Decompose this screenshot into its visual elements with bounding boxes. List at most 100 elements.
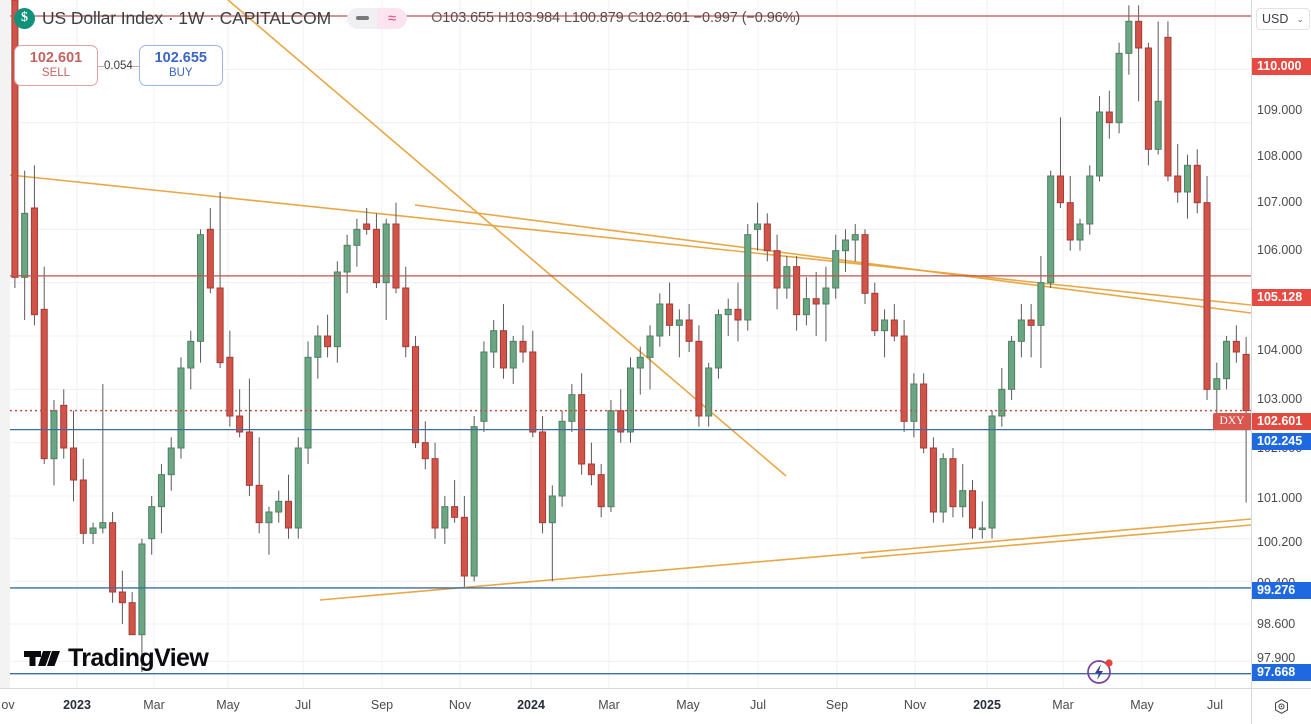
price-overlay-lines[interactable] bbox=[10, 15, 1251, 675]
candle bbox=[793, 266, 801, 316]
candle bbox=[587, 463, 595, 476]
candle bbox=[763, 223, 771, 252]
candle bbox=[695, 340, 703, 417]
trendline-upper-descending bbox=[9, 174, 1251, 306]
candle bbox=[1086, 175, 1094, 225]
candle bbox=[666, 303, 674, 326]
candle bbox=[607, 410, 615, 508]
currency-selector[interactable]: USD ⌄ bbox=[1256, 8, 1310, 30]
chevron-down-icon: ⌄ bbox=[1296, 13, 1304, 24]
time-tick-label: Nov bbox=[903, 698, 927, 712]
candle bbox=[1223, 340, 1231, 380]
trendline-steep-descending bbox=[227, 0, 787, 477]
candle bbox=[324, 335, 332, 348]
candle bbox=[705, 367, 713, 417]
time-axis[interactable]: ov 2023 Mar May Jul Sep Nov 2024 Mar May Jul Sep Nov… bbox=[0, 688, 1311, 724]
candle bbox=[929, 447, 937, 513]
candle bbox=[744, 234, 752, 321]
price-badge[interactable]: 99.276 bbox=[1252, 581, 1311, 599]
price-badge[interactable]: 110.000 bbox=[1252, 57, 1311, 75]
candle bbox=[822, 287, 830, 305]
candle bbox=[372, 228, 380, 284]
sell-button[interactable]: 102.601 SELL bbox=[14, 45, 98, 86]
candle bbox=[470, 426, 478, 577]
time-tick-label: May bbox=[216, 698, 240, 712]
time-tick-label: Sep bbox=[370, 698, 394, 712]
candle bbox=[21, 212, 29, 278]
price-badge[interactable]: 102.245 bbox=[1252, 432, 1311, 450]
currency-label: USD bbox=[1262, 12, 1289, 26]
trendlines[interactable] bbox=[9, 0, 1251, 601]
candle bbox=[1164, 36, 1172, 177]
sell-price: 102.601 bbox=[29, 50, 83, 67]
candle bbox=[402, 287, 410, 348]
candle bbox=[363, 223, 371, 230]
time-tick-label: Nov bbox=[448, 698, 472, 712]
price-tick-label: 106.000 bbox=[1257, 243, 1303, 257]
price-badge[interactable]: 105.128 bbox=[1252, 288, 1311, 306]
candle bbox=[40, 308, 48, 460]
candle bbox=[998, 388, 1006, 417]
candle bbox=[597, 474, 605, 508]
price-badge[interactable]: 102.601 bbox=[1252, 412, 1311, 430]
candle bbox=[1213, 378, 1221, 390]
candle bbox=[1203, 202, 1211, 390]
lightning-alert-glyph bbox=[1087, 659, 1113, 684]
candle bbox=[949, 458, 957, 508]
candle bbox=[128, 602, 136, 636]
candle bbox=[558, 420, 566, 497]
candle bbox=[411, 346, 420, 444]
candle bbox=[724, 308, 732, 316]
time-tick-label: May bbox=[676, 698, 700, 712]
notification-dot-icon bbox=[1105, 659, 1113, 667]
vertical-gridlines bbox=[76, 0, 1216, 688]
candle bbox=[177, 367, 185, 449]
timezone-settings-icon[interactable] bbox=[1251, 689, 1311, 724]
candle bbox=[548, 495, 556, 524]
chart-plot-area[interactable] bbox=[0, 0, 1251, 688]
candle bbox=[1105, 111, 1113, 124]
time-tick-label: Mar bbox=[1052, 698, 1074, 712]
candle bbox=[1242, 353, 1250, 412]
candle bbox=[294, 447, 302, 529]
candle bbox=[783, 266, 791, 289]
time-tick-label: May bbox=[1130, 698, 1154, 712]
lightning-alert-icon[interactable] bbox=[1086, 656, 1115, 685]
buy-sell-widget[interactable]: 102.601 SELL 0.054 102.655 BUY bbox=[14, 45, 223, 86]
candle bbox=[754, 223, 762, 230]
left-gutter bbox=[0, 0, 10, 688]
price-axis[interactable]: USD ⌄ 110.000 109.000 108.000 107.000 106.00… bbox=[1251, 0, 1311, 688]
candle bbox=[675, 319, 683, 326]
candle bbox=[490, 330, 498, 353]
candle bbox=[255, 484, 263, 524]
candle bbox=[60, 404, 68, 449]
candle bbox=[871, 292, 879, 332]
candle bbox=[89, 527, 97, 534]
buy-button[interactable]: 102.655 BUY bbox=[138, 45, 223, 86]
candle bbox=[568, 394, 576, 422]
candle bbox=[343, 244, 351, 273]
candle bbox=[1183, 164, 1192, 193]
candle bbox=[460, 516, 468, 577]
dxy-symbol-tag: DXY bbox=[1213, 412, 1251, 430]
candle bbox=[50, 410, 58, 460]
time-tick-label: Mar bbox=[598, 698, 620, 712]
candle bbox=[832, 250, 840, 289]
candle bbox=[216, 287, 224, 364]
time-tick-label: Jul bbox=[1207, 698, 1223, 712]
buy-label: BUY bbox=[168, 67, 193, 80]
candle bbox=[431, 458, 439, 529]
candle bbox=[968, 490, 977, 529]
price-badge[interactable]: 97.668 bbox=[1252, 663, 1311, 681]
candle bbox=[392, 223, 400, 289]
spread-value: 0.054 bbox=[98, 60, 139, 72]
candle bbox=[480, 351, 488, 422]
candle bbox=[529, 351, 537, 433]
candle bbox=[314, 335, 322, 358]
candle bbox=[441, 506, 449, 529]
candlesticks[interactable] bbox=[11, 0, 1250, 672]
candle bbox=[959, 490, 967, 508]
candle bbox=[734, 308, 742, 321]
candle bbox=[226, 356, 234, 417]
